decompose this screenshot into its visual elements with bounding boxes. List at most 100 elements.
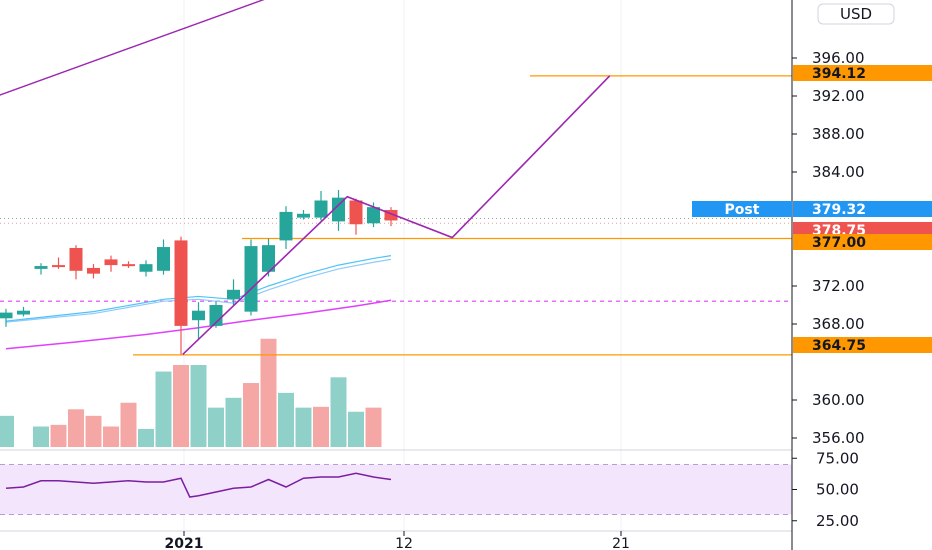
candle[interactable]	[34, 263, 48, 275]
price-axis-background	[792, 0, 932, 550]
rsi-line	[5, 472, 392, 498]
candle[interactable]	[262, 238, 275, 277]
candle[interactable]	[104, 255, 118, 272]
candle-body	[209, 305, 223, 326]
price-badge-value: 364.75	[812, 338, 866, 354]
volume-bar	[50, 424, 67, 447]
candle[interactable]	[0, 308, 13, 327]
time-tick-label: 21	[612, 536, 630, 550]
candle-body	[332, 197, 345, 222]
candle-body	[69, 248, 83, 271]
volume-bar	[138, 428, 154, 447]
volume-bar	[120, 402, 137, 447]
candle-body	[157, 247, 170, 271]
price-badge-post: 379.32	[793, 201, 932, 218]
candle[interactable]	[139, 260, 153, 277]
candle[interactable]	[52, 257, 65, 269]
candle-body	[384, 210, 398, 221]
rsi-pane	[0, 464, 792, 515]
rsi-band	[0, 464, 792, 515]
candle-body	[262, 245, 275, 272]
candle[interactable]	[69, 245, 83, 280]
post-market-tag-background	[692, 201, 792, 217]
candle-body	[314, 200, 328, 218]
price-badge-value: 394.12	[812, 66, 866, 82]
price-tick-label: 372.00	[812, 277, 865, 295]
price-badge-level: 364.75	[793, 337, 932, 354]
candle[interactable]	[314, 191, 328, 221]
candle-body	[279, 211, 293, 241]
volume-bar	[313, 406, 329, 447]
volume-bar	[0, 415, 14, 447]
candle-body	[34, 266, 48, 269]
candle[interactable]	[17, 306, 30, 317]
currency-button[interactable]: USD	[817, 3, 895, 25]
volume-bar	[225, 397, 242, 447]
volume-bar	[243, 383, 259, 447]
post-market-tag: Post	[692, 201, 792, 218]
volume-bars	[0, 338, 382, 447]
candle[interactable]	[192, 302, 205, 341]
drawing-lines[interactable]	[0, 0, 611, 355]
price-badge-level: 377.00	[793, 234, 932, 251]
price-badge-background	[793, 234, 932, 250]
price-axis[interactable]: 396.00 392.00 388.00 384.00 372.00 368.00 360.…	[791, 0, 932, 550]
candle-body	[122, 264, 135, 267]
candles[interactable]	[0, 190, 398, 355]
volume-bar	[190, 365, 207, 447]
price-badge-background	[793, 65, 932, 81]
volume-bar	[348, 411, 364, 447]
volume-bar	[103, 426, 119, 447]
candle-body	[349, 200, 363, 225]
price-tick-label: 388.00	[812, 125, 865, 143]
time-tick-label: 12	[395, 536, 413, 550]
volume-bar	[68, 409, 84, 447]
candle[interactable]	[157, 239, 170, 275]
candle-body	[0, 312, 13, 319]
post-market-tag-label: Post	[725, 202, 760, 218]
price-tick-label: 360.00	[812, 391, 865, 409]
candle[interactable]	[349, 198, 363, 235]
price-badge-background	[793, 337, 932, 353]
price-badge-value: 377.00	[812, 235, 866, 251]
volume-bar	[295, 407, 312, 447]
rsi-tick-label: 50.00	[816, 481, 859, 499]
volume-bar	[173, 365, 189, 447]
candle-body	[52, 265, 65, 268]
time-tick-label: 2021	[165, 536, 204, 550]
price-badge-background	[793, 201, 932, 217]
rsi-tick-label: 75.00	[816, 449, 859, 467]
candle[interactable]	[227, 279, 240, 305]
candle-body	[244, 246, 258, 312]
currency-button-label: USD	[840, 5, 872, 23]
candle-body	[17, 310, 30, 315]
price-badge-value: 379.32	[812, 202, 866, 218]
grid-lines	[0, 0, 792, 532]
projection-path[interactable]	[182, 75, 611, 355]
price-badge-level: 394.12	[793, 65, 932, 82]
candle[interactable]	[279, 206, 293, 249]
volume-bar	[85, 415, 102, 447]
candle-body	[367, 207, 380, 224]
candle[interactable]	[297, 210, 310, 220]
candle[interactable]	[244, 239, 258, 316]
candle[interactable]	[87, 264, 100, 279]
candle-body	[87, 267, 100, 274]
candle[interactable]	[384, 207, 398, 227]
price-tick-label: 384.00	[812, 163, 865, 181]
time-axis[interactable]: 2021 12 21	[165, 531, 630, 550]
candle-body	[104, 259, 118, 266]
candle[interactable]	[332, 190, 345, 231]
volume-bar	[278, 392, 294, 447]
candle[interactable]	[209, 301, 223, 328]
candle-body	[192, 310, 205, 321]
price-tick-label: 356.00	[812, 429, 865, 447]
candle-body	[174, 240, 188, 326]
candle[interactable]	[174, 236, 188, 355]
trend-line[interactable]	[0, 0, 470, 163]
candle-body	[227, 289, 240, 300]
price-tick-label: 368.00	[812, 315, 865, 333]
candle[interactable]	[122, 261, 135, 268]
